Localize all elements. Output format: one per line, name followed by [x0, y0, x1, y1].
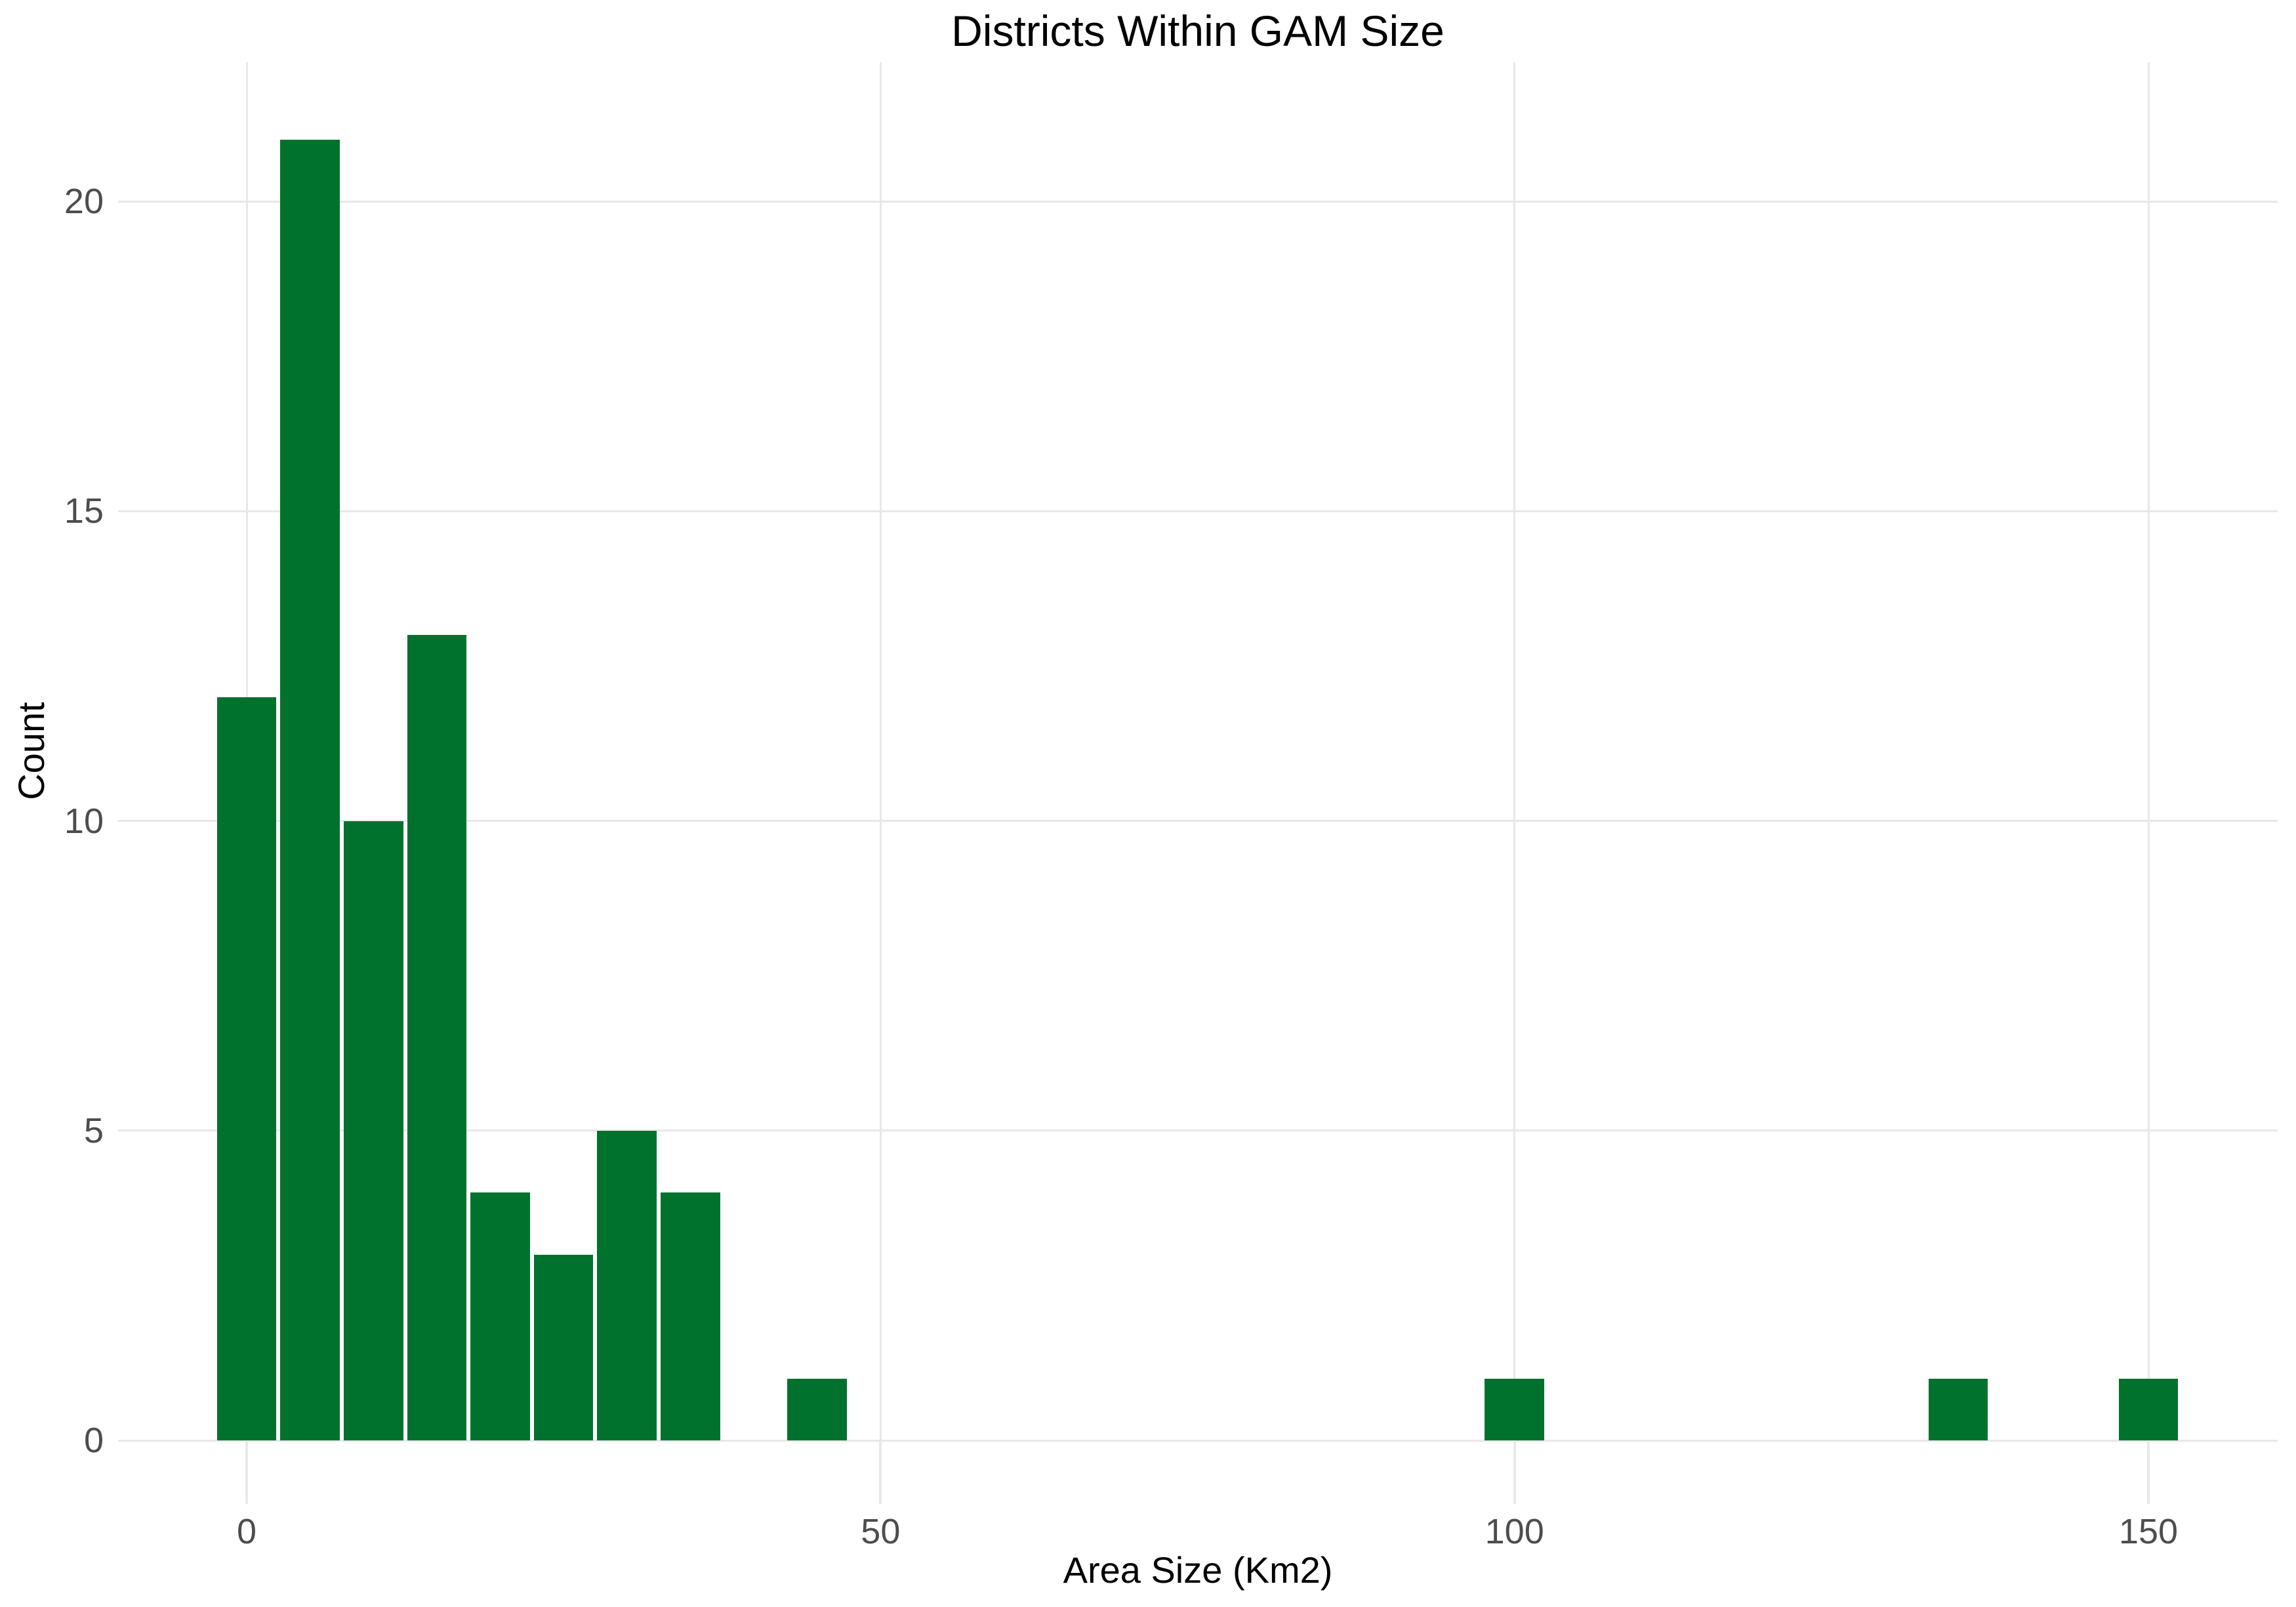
x-tick-label: 100 — [1485, 1512, 1544, 1551]
x-axis-tick — [879, 1440, 882, 1504]
y-tick-label: 10 — [64, 801, 104, 841]
histogram-bar — [407, 635, 467, 1440]
histogram-bar — [470, 1192, 530, 1440]
histogram-bar — [597, 1130, 657, 1440]
x-axis-tick — [2147, 1440, 2150, 1504]
x-tick-label: 150 — [2118, 1512, 2179, 1551]
histogram-bar — [1485, 1378, 1544, 1440]
horizontal-gridline — [118, 200, 2278, 203]
y-tick-label: 20 — [64, 182, 104, 221]
horizontal-gridline — [118, 1129, 2278, 1132]
y-tick-label: 0 — [83, 1421, 104, 1460]
histogram-bar — [1928, 1378, 1988, 1440]
y-axis-title: Count — [10, 702, 52, 800]
vertical-gridline — [1513, 62, 1516, 1440]
x-axis-tick — [245, 1440, 248, 1504]
histogram-bar — [661, 1192, 720, 1440]
y-tick-label: 15 — [64, 491, 104, 531]
histogram-bar — [787, 1378, 848, 1440]
histogram-bar — [343, 821, 403, 1440]
vertical-gridline — [879, 62, 882, 1440]
chart-title: Districts Within GAM Size — [951, 7, 1445, 55]
histogram-bar — [216, 697, 277, 1440]
horizontal-gridline — [118, 820, 2278, 822]
histogram-bar — [280, 139, 340, 1440]
x-axis-title: Area Size (Km2) — [1063, 1549, 1333, 1591]
x-tick-label: 50 — [861, 1512, 901, 1551]
histogram-bar — [2118, 1378, 2179, 1440]
vertical-gridline — [2147, 62, 2150, 1440]
histogram-bar — [533, 1254, 594, 1440]
plot-panel — [118, 62, 2278, 1442]
x-tick-label: 0 — [236, 1512, 257, 1551]
y-tick-label: 5 — [83, 1110, 104, 1150]
x-axis-tick — [1513, 1440, 1516, 1504]
horizontal-gridline — [118, 1439, 2278, 1442]
horizontal-gridline — [118, 510, 2278, 512]
